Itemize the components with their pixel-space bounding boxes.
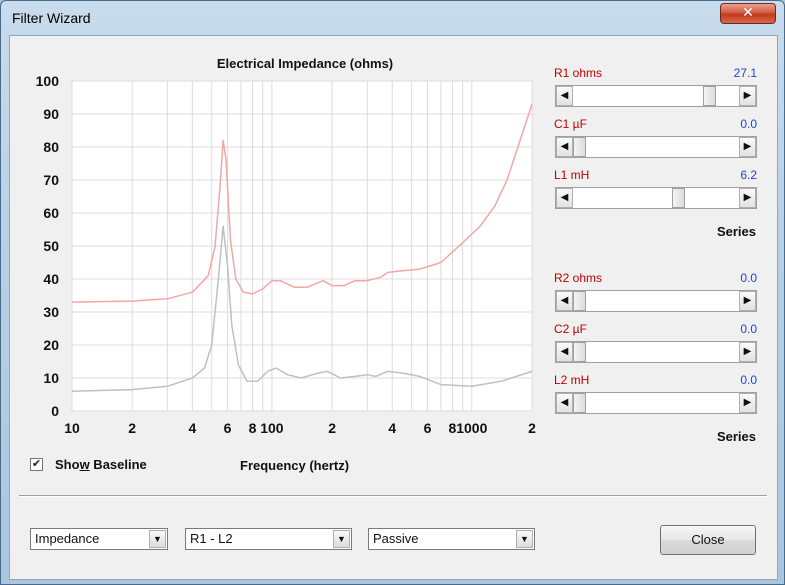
- slider-label-c2: C2 µF: [554, 322, 587, 336]
- slider-thumb[interactable]: [573, 393, 586, 413]
- window-title: Filter Wizard: [12, 10, 91, 26]
- series-line-1: [71, 103, 533, 303]
- x-tick-label: 2: [528, 420, 536, 436]
- dropdown-filter-type[interactable]: Passive ▼: [368, 528, 535, 550]
- y-tick-label: 30: [43, 304, 59, 320]
- chart-title: Electrical Impedance (ohms): [216, 56, 394, 71]
- dropdown-component-range-value: R1 - L2: [190, 531, 233, 546]
- show-baseline-checkbox[interactable]: ✔: [30, 458, 43, 471]
- dialog-client-area: Electrical Impedance (ohms) 0 10 20 30 40 50 6…: [9, 35, 778, 580]
- x-tick-label: 6: [424, 420, 432, 436]
- slider-c1[interactable]: ◀ ▶: [555, 136, 757, 158]
- slider-thumb[interactable]: [573, 342, 586, 362]
- slider-value-l2: 0.0: [740, 373, 757, 387]
- slider-label-r2: R2 ohms: [554, 271, 603, 285]
- slider-thumb[interactable]: [703, 86, 717, 106]
- slider-label-r1: R1 ohms: [554, 66, 603, 80]
- x-tick-label: 2: [328, 420, 336, 436]
- arrow-left-icon[interactable]: ◀: [556, 188, 573, 208]
- x-tick-label: 4: [388, 420, 396, 436]
- y-tick-label: 70: [43, 172, 59, 188]
- arrow-left-icon[interactable]: ◀: [556, 137, 573, 157]
- slider-value-c1: 0.0: [740, 117, 757, 131]
- x-tick-label: 10: [64, 420, 80, 436]
- y-tick-label: 90: [43, 106, 59, 122]
- x-tick-label: 6: [224, 420, 232, 436]
- show-baseline-label: Show Baseline: [55, 457, 147, 472]
- slider-value-r2: 0.0: [740, 271, 757, 285]
- slider-r2[interactable]: ◀ ▶: [555, 290, 757, 312]
- arrow-right-icon[interactable]: ▶: [739, 291, 756, 311]
- slider-r1[interactable]: ◀ ▶: [555, 85, 757, 107]
- slider-value-l1: 6.2: [740, 168, 757, 182]
- y-tick-label: 80: [43, 139, 59, 155]
- chevron-down-icon[interactable]: ▼: [516, 530, 533, 548]
- x-tick-label: 100: [260, 420, 284, 436]
- slider-value-r1: 27.1: [733, 66, 757, 80]
- series-line-2: [71, 225, 533, 392]
- slider-label-l2: L2 mH: [554, 373, 590, 387]
- arrow-left-icon[interactable]: ◀: [556, 291, 573, 311]
- x-tick-label: 8: [249, 420, 257, 436]
- arrow-right-icon[interactable]: ▶: [739, 188, 756, 208]
- slider-c2[interactable]: ◀ ▶: [555, 341, 757, 363]
- slider-l2[interactable]: ◀ ▶: [555, 392, 757, 414]
- arrow-left-icon[interactable]: ◀: [556, 342, 573, 362]
- show-baseline-row[interactable]: ✔ Show Baseline: [30, 457, 147, 472]
- arrow-right-icon[interactable]: ▶: [739, 86, 756, 106]
- slider-l1[interactable]: ◀ ▶: [555, 187, 757, 209]
- slider-thumb[interactable]: [573, 137, 586, 157]
- arrow-left-icon[interactable]: ◀: [556, 86, 573, 106]
- y-tick-label: 40: [43, 271, 59, 287]
- chevron-down-icon[interactable]: ▼: [333, 530, 350, 548]
- window-close-button[interactable]: ✕: [720, 3, 776, 24]
- slider-thumb[interactable]: [672, 188, 686, 208]
- arrow-right-icon[interactable]: ▶: [739, 342, 756, 362]
- y-tick-label: 10: [43, 370, 59, 386]
- dropdown-filter-type-value: Passive: [373, 531, 419, 546]
- dropdown-display-mode[interactable]: Impedance ▼: [30, 528, 168, 550]
- dropdown-component-range[interactable]: R1 - L2 ▼: [185, 528, 352, 550]
- close-button[interactable]: Close: [660, 525, 756, 555]
- x-tick-label: 2: [128, 420, 136, 436]
- arrow-right-icon[interactable]: ▶: [739, 137, 756, 157]
- arrow-left-icon[interactable]: ◀: [556, 393, 573, 413]
- y-tick-label: 60: [43, 205, 59, 221]
- slider-thumb[interactable]: [573, 291, 586, 311]
- chevron-down-icon[interactable]: ▼: [149, 530, 166, 548]
- arrow-right-icon[interactable]: ▶: [739, 393, 756, 413]
- slider-value-c2: 0.0: [740, 322, 757, 336]
- slider-label-c1: C1 µF: [554, 117, 587, 131]
- y-tick-label: 20: [43, 337, 59, 353]
- y-tick-label: 50: [43, 238, 59, 254]
- dropdown-display-mode-value: Impedance: [35, 531, 100, 546]
- y-tick-label: 100: [36, 73, 60, 89]
- divider: [19, 495, 767, 497]
- series-label-1: Series: [716, 224, 756, 239]
- y-tick-label: 0: [51, 403, 59, 419]
- slider-label-l1: L1 mH: [554, 168, 590, 182]
- x-tick-label: 4: [188, 420, 196, 436]
- x-tick-label: 8: [449, 420, 457, 436]
- x-tick-label: 1000: [456, 420, 487, 436]
- series-label-2: Series: [716, 429, 756, 444]
- x-axis-label: Frequency (hertz): [240, 458, 350, 473]
